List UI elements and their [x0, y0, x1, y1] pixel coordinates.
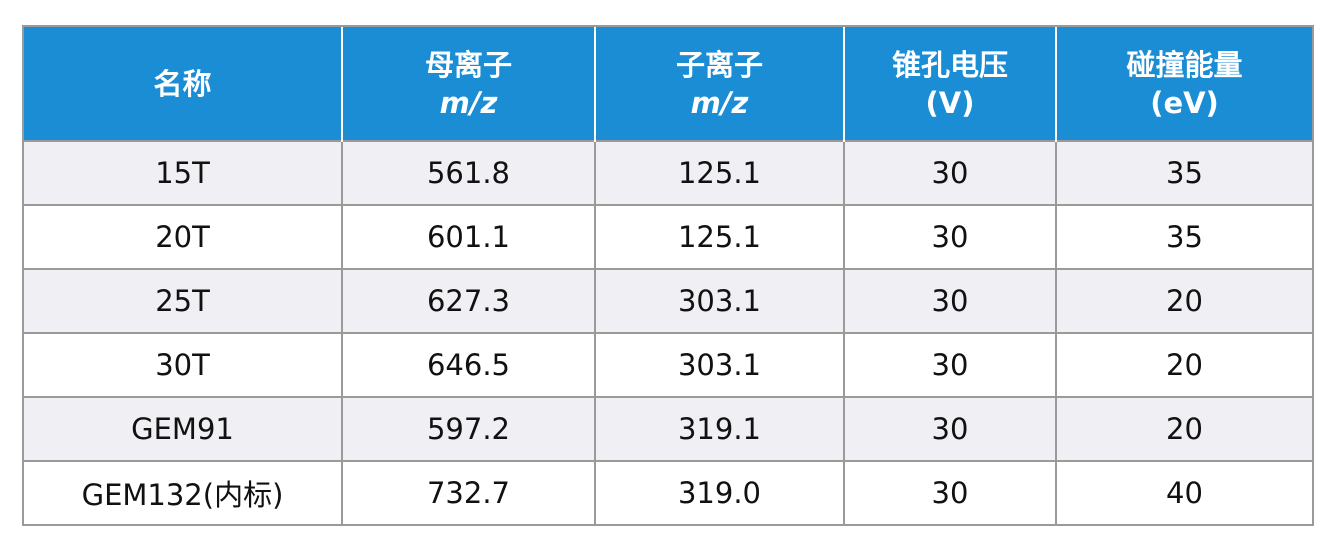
- table-row: 15T 561.8 125.1 30 35: [22, 140, 1314, 206]
- header-unit: (V): [925, 85, 975, 120]
- table-cell: 30: [843, 204, 1057, 270]
- table-cell: 35: [1055, 140, 1314, 206]
- table-cell: 646.5: [341, 332, 596, 398]
- table-cell: 125.1: [594, 140, 845, 206]
- table-cell: GEM132(内标): [22, 460, 343, 526]
- header-unit: m/z: [690, 85, 749, 120]
- header-cell: 子离子 m/z: [594, 25, 844, 141]
- table-cell: 627.3: [341, 268, 596, 334]
- data-table: 名称 母离子 m/z 子离子 m/z 锥孔电压 (V) 碰撞能量 (eV) 15T 561.8 12…: [22, 25, 1314, 526]
- table-cell: 30: [843, 396, 1057, 462]
- table-cell: 35: [1055, 204, 1314, 270]
- table-cell: 30T: [22, 332, 343, 398]
- table-cell: GEM91: [22, 396, 343, 462]
- table-cell: 30: [843, 460, 1057, 526]
- header-title: 子离子: [675, 47, 763, 82]
- table-row: 20T 601.1 125.1 30 35: [22, 204, 1314, 270]
- table-cell: 597.2: [341, 396, 596, 462]
- header-title: 母离子: [424, 47, 512, 82]
- table-row: 25T 627.3 303.1 30 20: [22, 268, 1314, 334]
- table-cell: 30: [843, 268, 1057, 334]
- header-cell: 碰撞能量 (eV): [1055, 25, 1314, 141]
- table-cell: 732.7: [341, 460, 596, 526]
- table-cell: 15T: [22, 140, 343, 206]
- table-cell: 25T: [22, 268, 343, 334]
- table-cell: 20: [1055, 332, 1314, 398]
- header-cell: 母离子 m/z: [341, 25, 595, 141]
- header-title: 名称: [153, 66, 212, 101]
- header-title: 锥孔电压: [891, 47, 1008, 82]
- table-cell: 30: [843, 140, 1057, 206]
- table-cell: 125.1: [594, 204, 845, 270]
- table-cell: 20: [1055, 396, 1314, 462]
- table-cell: 561.8: [341, 140, 596, 206]
- table-cell: 319.1: [594, 396, 845, 462]
- table-cell: 20T: [22, 204, 343, 270]
- header-cell: 锥孔电压 (V): [843, 25, 1056, 141]
- table-cell: 601.1: [341, 204, 596, 270]
- table-cell: 20: [1055, 268, 1314, 334]
- table-body: 15T 561.8 125.1 30 35 20T 601.1 125.1 30 35 25T 627…: [22, 140, 1314, 526]
- header-cell: 名称: [22, 25, 342, 141]
- table-cell: 319.0: [594, 460, 845, 526]
- table-row: GEM132(内标) 732.7 319.0 30 40: [22, 460, 1314, 526]
- header-title: 碰撞能量: [1126, 47, 1243, 82]
- table-cell: 40: [1055, 460, 1314, 526]
- header-unit: m/z: [439, 85, 498, 120]
- table-row: GEM91 597.2 319.1 30 20: [22, 396, 1314, 462]
- header-row: 名称 母离子 m/z 子离子 m/z 锥孔电压 (V) 碰撞能量 (eV): [22, 25, 1314, 141]
- table-cell: 303.1: [594, 268, 845, 334]
- table-cell: 30: [843, 332, 1057, 398]
- table-row: 30T 646.5 303.1 30 20: [22, 332, 1314, 398]
- header-unit: (eV): [1150, 85, 1219, 120]
- table-cell: 303.1: [594, 332, 845, 398]
